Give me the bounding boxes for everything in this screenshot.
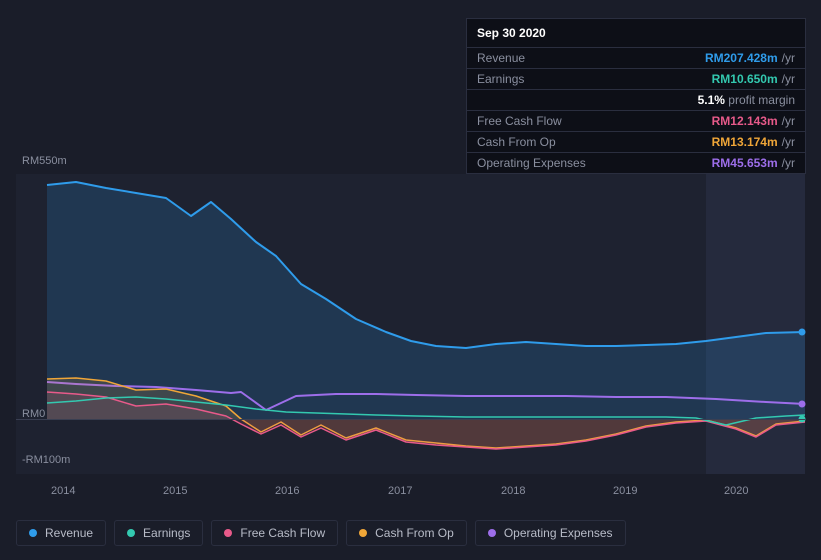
legend-label: Operating Expenses — [504, 526, 613, 540]
legend-item-earnings[interactable]: Earnings — [114, 520, 203, 546]
tooltip-metric-label: Free Cash Flow — [477, 114, 712, 128]
legend-label: Earnings — [143, 526, 190, 540]
series-end-marker — [799, 401, 806, 408]
financials-chart — [16, 174, 805, 474]
series-area-revenue — [47, 182, 805, 419]
tooltip-metric-unit: /yr — [782, 114, 795, 128]
tooltip-metric-label: Operating Expenses — [477, 156, 712, 170]
legend-dot-icon — [359, 529, 367, 537]
tooltip-metric-unit: /yr — [782, 135, 795, 149]
y-axis-label: RM550m — [22, 155, 67, 167]
x-axis-label: 2019 — [613, 485, 637, 497]
tooltip-subrow: 5.1% profit margin — [467, 90, 805, 111]
legend-item-cash-from-op[interactable]: Cash From Op — [346, 520, 467, 546]
legend-dot-icon — [29, 529, 37, 537]
x-axis-label: 2016 — [275, 485, 299, 497]
tooltip-metric-unit: /yr — [782, 72, 795, 86]
tooltip-row: Free Cash FlowRM12.143m/yr — [467, 111, 805, 132]
tooltip-row: Operating ExpensesRM45.653m/yr — [467, 153, 805, 173]
legend-label: Revenue — [45, 526, 93, 540]
tooltip-metric-unit: /yr — [782, 156, 795, 170]
tooltip-profit-pct: 5.1% — [698, 93, 729, 107]
x-axis-label: 2014 — [51, 485, 75, 497]
legend-dot-icon — [127, 529, 135, 537]
tooltip-metric-label: Cash From Op — [477, 135, 712, 149]
series-end-marker — [799, 329, 806, 336]
x-axis-label: 2020 — [724, 485, 748, 497]
tooltip-row: Cash From OpRM13.174m/yr — [467, 132, 805, 153]
tooltip-profit-label: profit margin — [728, 93, 795, 107]
tooltip-row: EarningsRM10.650m/yr — [467, 69, 805, 90]
tooltip-metric-value: RM45.653m — [712, 156, 778, 170]
tooltip-date: Sep 30 2020 — [467, 19, 805, 48]
y-axis-label: -RM100m — [22, 454, 70, 466]
legend-item-revenue[interactable]: Revenue — [16, 520, 106, 546]
legend-label: Cash From Op — [375, 526, 454, 540]
tooltip-row: RevenueRM207.428m/yr — [467, 48, 805, 69]
legend-item-operating-expenses[interactable]: Operating Expenses — [475, 520, 626, 546]
y-axis-label: RM0 — [22, 408, 45, 420]
tooltip-metric-value: RM12.143m — [712, 114, 778, 128]
zero-baseline — [16, 419, 805, 420]
x-axis-label: 2015 — [163, 485, 187, 497]
tooltip-metric-value: RM207.428m — [705, 51, 778, 65]
tooltip-metric-value: RM10.650m — [712, 72, 778, 86]
chart-tooltip: Sep 30 2020 RevenueRM207.428m/yrEarnings… — [466, 18, 806, 174]
tooltip-metric-label: Revenue — [477, 51, 705, 65]
legend-item-free-cash-flow[interactable]: Free Cash Flow — [211, 520, 338, 546]
legend-dot-icon — [488, 529, 496, 537]
chart-legend: Revenue Earnings Free Cash Flow Cash From O… — [16, 520, 626, 546]
tooltip-metric-value: RM13.174m — [712, 135, 778, 149]
legend-dot-icon — [224, 529, 232, 537]
x-axis-label: 2017 — [388, 485, 412, 497]
tooltip-metric-label: Earnings — [477, 72, 712, 86]
x-axis-label: 2018 — [501, 485, 525, 497]
tooltip-metric-unit: /yr — [782, 51, 795, 65]
legend-label: Free Cash Flow — [240, 526, 325, 540]
